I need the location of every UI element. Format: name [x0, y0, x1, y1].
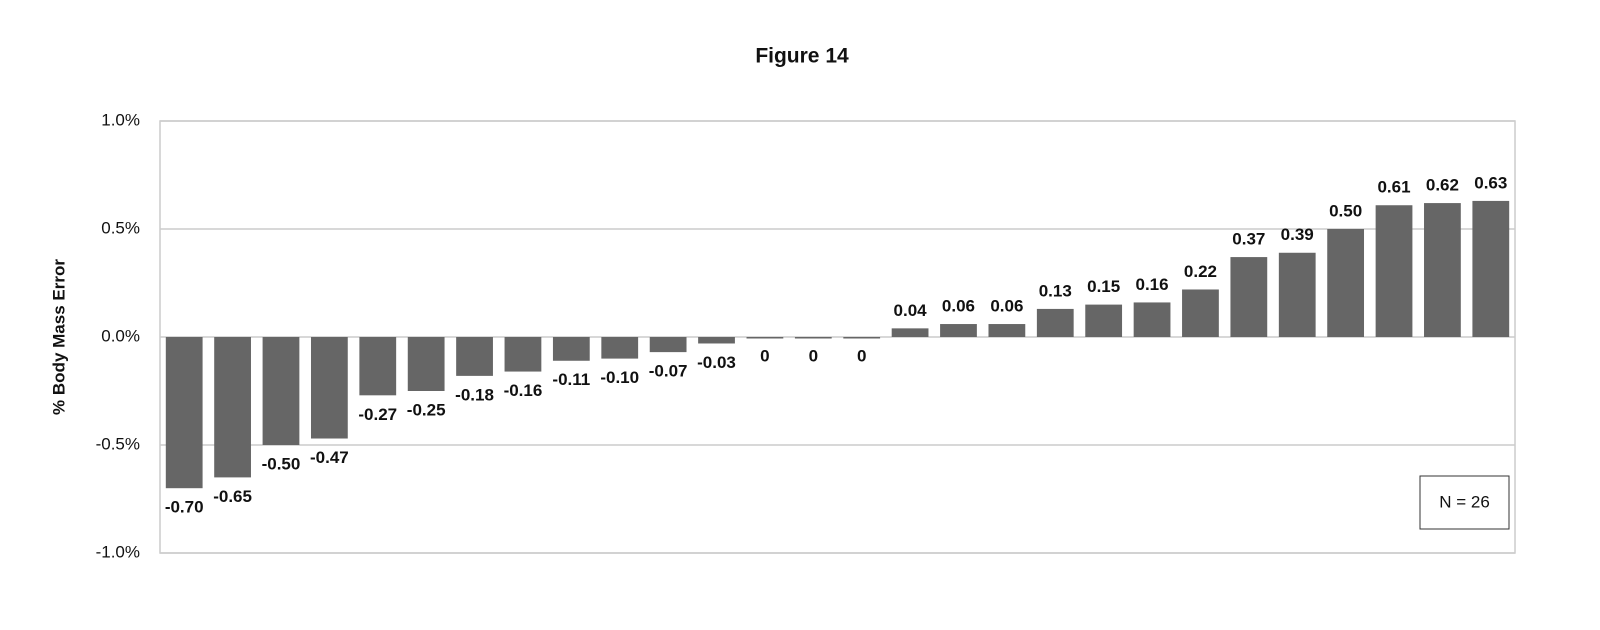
data-label: -0.50 — [262, 454, 301, 473]
data-label: 0.37 — [1232, 230, 1265, 249]
data-label: -0.65 — [213, 487, 252, 506]
data-label: 0.61 — [1377, 178, 1410, 197]
data-label: 0.13 — [1039, 281, 1072, 300]
data-label: 0 — [760, 346, 769, 365]
data-label: 0 — [809, 346, 818, 365]
bar — [359, 337, 397, 396]
bar — [262, 337, 300, 445]
bar — [1133, 302, 1171, 337]
y-tick-label: -0.5% — [96, 434, 140, 453]
bar — [310, 337, 348, 439]
bar — [214, 337, 251, 478]
data-label: 0.63 — [1474, 173, 1507, 192]
bar — [940, 324, 977, 337]
y-tick-label: 1.0% — [101, 110, 140, 129]
data-label: -0.18 — [455, 385, 494, 404]
bar — [843, 337, 881, 339]
y-axis-label: % Body Mass Error — [49, 259, 68, 415]
bar — [794, 337, 832, 339]
data-label: -0.47 — [310, 448, 349, 467]
data-label: 0 — [857, 346, 866, 365]
bar — [746, 337, 784, 339]
bar — [1472, 200, 1510, 337]
data-label: -0.03 — [697, 353, 736, 372]
bar — [1424, 203, 1461, 337]
data-label: 0.04 — [894, 301, 928, 320]
bar — [456, 337, 493, 376]
bar — [165, 337, 203, 489]
bar — [1085, 304, 1123, 337]
data-label: -0.07 — [649, 362, 688, 381]
bar — [1278, 252, 1316, 337]
data-label: 0.39 — [1281, 225, 1314, 244]
y-tick-label: -1.0% — [96, 542, 140, 561]
data-label: 0.06 — [990, 297, 1023, 316]
data-label: 0.16 — [1136, 275, 1169, 294]
data-label: -0.11 — [552, 370, 590, 389]
bar — [407, 337, 445, 391]
bar — [649, 337, 687, 353]
bar — [1182, 289, 1219, 337]
data-label: 0.15 — [1087, 277, 1120, 296]
data-label: 0.50 — [1329, 201, 1362, 220]
bar — [601, 337, 639, 359]
data-label: -0.10 — [600, 368, 639, 387]
data-label: 0.06 — [942, 297, 975, 316]
data-label: 0.62 — [1426, 176, 1459, 195]
bar — [1375, 205, 1413, 337]
annotation: N = 26 — [1439, 492, 1490, 511]
y-tick-label: 0.0% — [101, 326, 140, 345]
y-tick-label: 0.5% — [101, 218, 140, 237]
bar — [1036, 308, 1074, 337]
bar — [988, 324, 1026, 337]
data-label: -0.25 — [407, 400, 446, 419]
bar — [552, 337, 590, 361]
bar — [504, 337, 542, 372]
data-label: 0.22 — [1184, 262, 1217, 281]
data-label: -0.70 — [165, 498, 204, 517]
bar — [1327, 229, 1365, 337]
annotation-box — [1419, 475, 1510, 530]
chart-title: Figure 14 — [755, 45, 849, 68]
bar — [891, 328, 929, 337]
bar — [1230, 257, 1268, 337]
data-label: -0.27 — [358, 405, 397, 424]
bar — [698, 337, 735, 344]
data-label: -0.16 — [504, 381, 543, 400]
